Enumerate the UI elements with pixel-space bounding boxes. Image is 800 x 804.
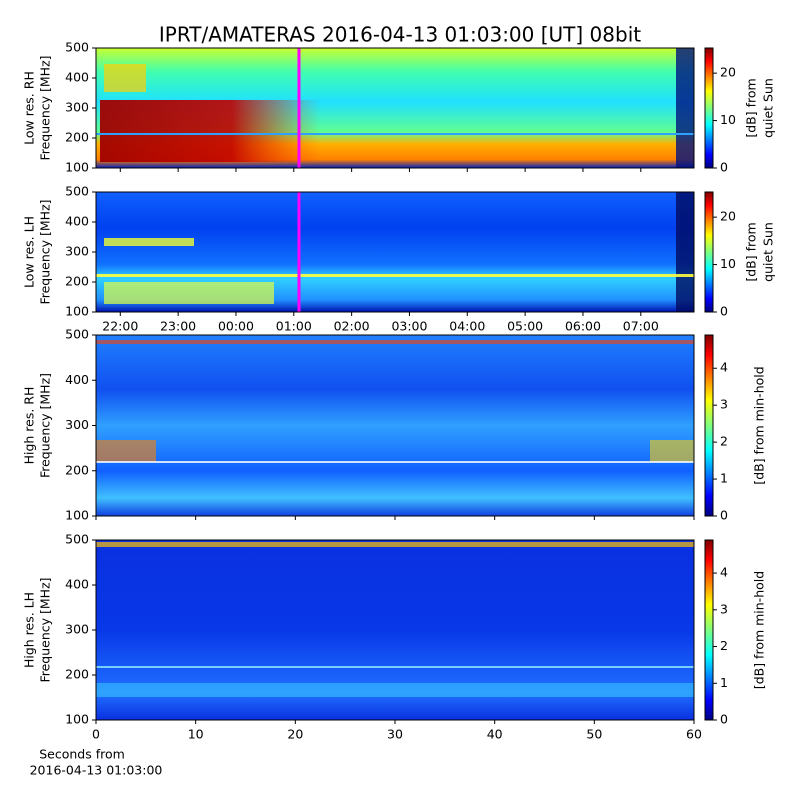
- y-axis-label: High res. RH: [22, 387, 37, 465]
- colorbar-tick-label: 0: [720, 508, 728, 523]
- colorbar-tick-label: 1: [720, 471, 728, 486]
- y-tick-label: 200: [65, 462, 89, 477]
- x-tick-label: 07:00: [623, 319, 659, 334]
- colorbar-tick-label: 20: [720, 209, 736, 224]
- colorbar-label: quiet Sun: [761, 78, 776, 138]
- colorbar-tick-label: 0: [720, 712, 728, 727]
- y-tick-label: 100: [65, 712, 89, 727]
- y-tick-label: 400: [65, 214, 89, 229]
- colorbar: [704, 47, 714, 169]
- y-axis-label: High res. LH: [22, 592, 37, 668]
- x-tick-label: 00:00: [218, 319, 254, 334]
- y-tick-label: 400: [65, 70, 89, 85]
- colorbar-tick-label: 1: [720, 675, 728, 690]
- x-tick-label: 06:00: [565, 319, 601, 334]
- spectrogram-texture: [96, 48, 694, 697]
- x-tick-label: 20: [287, 727, 303, 742]
- y-axis-label: Frequency [MHz]: [38, 55, 53, 160]
- colorbar-tick-label: 20: [720, 65, 736, 80]
- y-tick-label: 500: [65, 532, 89, 547]
- colorbar-tick-label: 2: [720, 638, 728, 653]
- x-tick-label: 50: [586, 727, 602, 742]
- y-tick-label: 400: [65, 577, 89, 592]
- colorbar-tick-label: 4: [720, 360, 728, 375]
- x-tick-label: 30: [387, 727, 403, 742]
- y-tick-label: 400: [65, 372, 89, 387]
- colorbar: [704, 539, 714, 721]
- x-tick-label: 04:00: [449, 319, 485, 334]
- y-axis-label: Low res. LH: [22, 216, 37, 288]
- colorbar-tick-label: 10: [720, 112, 736, 127]
- x-tick-label: 01:00: [276, 319, 312, 334]
- y-tick-label: 100: [65, 304, 89, 319]
- y-tick-label: 100: [65, 160, 89, 175]
- spectrogram: [96, 540, 694, 720]
- colorbar-label: quiet Sun: [761, 222, 776, 282]
- y-tick-label: 300: [65, 244, 89, 259]
- x-axis-label: Seconds from: [39, 747, 125, 762]
- spectrogram: [96, 335, 694, 516]
- x-tick-label: 10: [188, 727, 204, 742]
- colorbar-label: [dB] from min-hold: [752, 366, 767, 484]
- y-tick-label: 500: [65, 184, 89, 199]
- y-tick-label: 200: [65, 130, 89, 145]
- y-axis-label: Frequency [MHz]: [38, 199, 53, 304]
- y-tick-label: 200: [65, 667, 89, 682]
- colorbar-tick-label: 0: [720, 304, 728, 319]
- colorbar-label: [dB] from: [744, 78, 759, 137]
- y-tick-label: 500: [65, 327, 89, 342]
- x-tick-label: 02:00: [334, 319, 370, 334]
- y-tick-label: 200: [65, 274, 89, 289]
- y-tick-label: 100: [65, 508, 89, 523]
- colorbar-tick-label: 2: [720, 434, 728, 449]
- colorbar: [704, 191, 714, 313]
- x-axis-label: 2016-04-13 01:03:00: [30, 763, 163, 778]
- figure-title: IPRT/AMATERAS 2016-04-13 01:03:00 [UT] 0…: [159, 23, 641, 47]
- y-tick-label: 300: [65, 622, 89, 637]
- colorbar-tick-label: 4: [720, 565, 728, 580]
- x-tick-label: 60: [686, 727, 702, 742]
- colorbar-tick-label: 10: [720, 256, 736, 271]
- x-tick-label: 40: [487, 727, 503, 742]
- colorbar-label: [dB] from: [744, 222, 759, 281]
- colorbar: [704, 334, 714, 517]
- y-axis-label: Frequency [MHz]: [38, 373, 53, 478]
- x-tick-label: 05:00: [507, 319, 543, 334]
- y-axis-label: Low res. RH: [22, 71, 37, 145]
- colorbar-tick-label: 3: [720, 397, 728, 412]
- x-tick-label: 0: [92, 727, 100, 742]
- colorbar-tick-label: 3: [720, 601, 728, 616]
- y-tick-label: 300: [65, 417, 89, 432]
- x-tick-label: 22:00: [102, 319, 138, 334]
- x-tick-label: 23:00: [160, 319, 196, 334]
- y-axis-label: Frequency [MHz]: [38, 577, 53, 682]
- colorbar-label: [dB] from min-hold: [752, 571, 767, 689]
- colorbar-tick-label: 0: [720, 160, 728, 175]
- y-tick-label: 300: [65, 100, 89, 115]
- x-tick-label: 03:00: [391, 319, 427, 334]
- y-tick-label: 500: [65, 40, 89, 55]
